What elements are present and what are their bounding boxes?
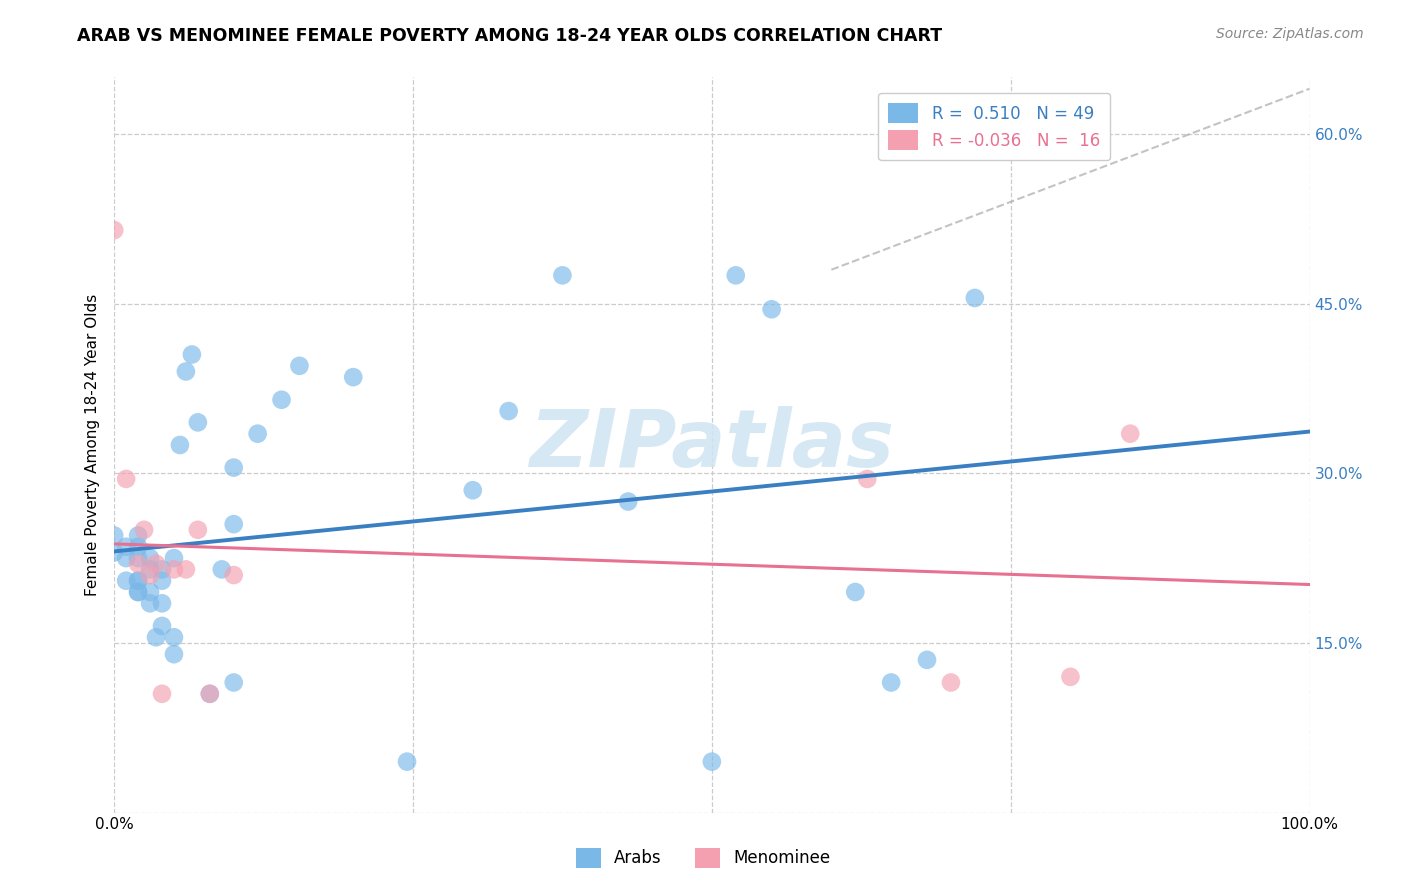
Text: Source: ZipAtlas.com: Source: ZipAtlas.com — [1216, 27, 1364, 41]
Point — [163, 562, 186, 576]
Text: ARAB VS MENOMINEE FEMALE POVERTY AMONG 18-24 YEAR OLDS CORRELATION CHART: ARAB VS MENOMINEE FEMALE POVERTY AMONG 1… — [77, 27, 942, 45]
Point — [844, 585, 866, 599]
Point — [127, 557, 149, 571]
Point — [103, 223, 125, 237]
Point — [246, 426, 269, 441]
Point — [211, 562, 233, 576]
Point — [145, 557, 167, 571]
Point — [127, 574, 149, 588]
Point — [174, 364, 197, 378]
Legend: R =  0.510   N = 49, R = -0.036   N =  16: R = 0.510 N = 49, R = -0.036 N = 16 — [879, 93, 1109, 161]
Point — [150, 574, 173, 588]
Point — [115, 540, 138, 554]
Point — [163, 551, 186, 566]
Point — [127, 551, 149, 566]
Point — [174, 562, 197, 576]
Point — [115, 472, 138, 486]
Point — [700, 755, 723, 769]
Point — [115, 551, 138, 566]
Point — [222, 460, 245, 475]
Point — [180, 347, 202, 361]
Point — [139, 551, 162, 566]
Point — [498, 404, 520, 418]
Point — [222, 675, 245, 690]
Point — [288, 359, 311, 373]
Point — [145, 630, 167, 644]
Point — [761, 302, 783, 317]
Point — [396, 755, 419, 769]
Point — [150, 687, 173, 701]
Point — [139, 568, 162, 582]
Point — [222, 568, 245, 582]
Point — [187, 523, 209, 537]
Point — [187, 416, 209, 430]
Y-axis label: Female Poverty Among 18-24 Year Olds: Female Poverty Among 18-24 Year Olds — [86, 293, 100, 596]
Point — [198, 687, 221, 701]
Point — [163, 630, 186, 644]
Point — [127, 585, 149, 599]
Point — [103, 528, 125, 542]
Point — [1119, 426, 1142, 441]
Point — [551, 268, 574, 283]
Point — [342, 370, 364, 384]
Point — [1059, 670, 1081, 684]
Point — [115, 574, 138, 588]
Point — [270, 392, 292, 407]
Point — [617, 494, 640, 508]
Point — [163, 647, 186, 661]
Point — [222, 517, 245, 532]
Point — [169, 438, 191, 452]
Text: ZIPatlas: ZIPatlas — [529, 406, 894, 484]
Point — [963, 291, 986, 305]
Point — [139, 562, 162, 576]
Point — [724, 268, 747, 283]
Point — [127, 528, 149, 542]
Point — [127, 574, 149, 588]
Point — [103, 545, 125, 559]
Point — [856, 472, 879, 486]
Point — [139, 585, 162, 599]
Point — [880, 675, 903, 690]
Point — [150, 619, 173, 633]
Point — [461, 483, 484, 498]
Point — [939, 675, 962, 690]
Point — [132, 523, 155, 537]
Point — [150, 562, 173, 576]
Point — [127, 540, 149, 554]
Point — [150, 596, 173, 610]
Legend: Arabs, Menominee: Arabs, Menominee — [569, 841, 837, 875]
Point — [127, 585, 149, 599]
Point — [198, 687, 221, 701]
Point — [139, 596, 162, 610]
Point — [915, 653, 938, 667]
